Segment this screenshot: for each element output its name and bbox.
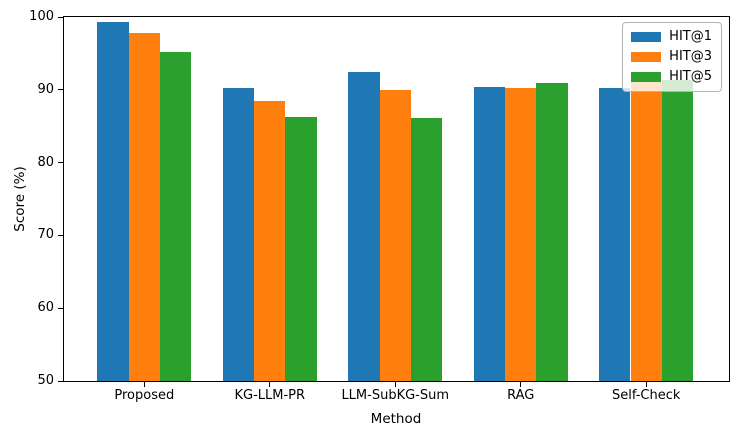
- y-tick-mark: [58, 380, 63, 382]
- x-tick-mark: [520, 382, 522, 387]
- bar-HIT@1-RAG: [473, 86, 506, 381]
- y-tick-label: 80: [37, 154, 54, 170]
- x-tick-mark: [394, 382, 396, 387]
- x-axis-label: Method: [370, 411, 422, 427]
- x-tick-mark: [645, 382, 647, 387]
- y-tick-mark: [58, 307, 63, 309]
- legend-swatch-hit5: [631, 72, 662, 82]
- bar-HIT@3-RAG: [505, 88, 537, 381]
- legend-item-hit3: HIT@3: [631, 48, 712, 66]
- bar-HIT@5-Self-Check: [661, 80, 694, 381]
- legend-label-hit1: HIT@1: [669, 29, 712, 44]
- bar-HIT@3-Proposed: [128, 33, 160, 381]
- y-tick-label: 70: [37, 227, 54, 243]
- legend-item-hit5: HIT@5: [631, 68, 712, 86]
- x-tick-label: Self-Check: [611, 388, 681, 403]
- plot-area: HIT@1 HIT@3 HIT@5: [58, 16, 730, 387]
- y-tick-mark: [58, 234, 63, 236]
- y-tick-mark: [58, 162, 63, 164]
- bar-HIT@1-LLM-SubKG-Sum: [348, 72, 380, 381]
- bar-HIT@5-KG-LLM-PR: [285, 116, 317, 381]
- y-axis-label: Score (%): [12, 166, 28, 232]
- legend-swatch-hit3: [631, 52, 662, 62]
- legend-swatch-hit1: [631, 32, 662, 42]
- x-tick-mark: [143, 382, 145, 387]
- x-tick-mark: [269, 382, 271, 387]
- legend-item-hit1: HIT@1: [631, 28, 712, 46]
- legend-label-hit3: HIT@3: [669, 49, 712, 64]
- bar-HIT@1-Proposed: [97, 22, 129, 381]
- bar-HIT@5-RAG: [536, 82, 568, 381]
- x-tick-label: LLM-SubKG-Sum: [341, 388, 450, 403]
- x-tick-label: RAG: [507, 388, 535, 403]
- bar-HIT@5-Proposed: [159, 51, 192, 381]
- bar-HIT@1-KG-LLM-PR: [222, 87, 255, 381]
- y-tick-label: 90: [37, 81, 54, 97]
- x-tick-label: Proposed: [114, 388, 175, 403]
- bar-HIT@5-LLM-SubKG-Sum: [410, 118, 443, 381]
- legend-label-hit5: HIT@5: [669, 69, 712, 84]
- legend: HIT@1 HIT@3 HIT@5: [622, 22, 722, 92]
- y-tick-mark: [58, 89, 63, 91]
- bar-HIT@3-KG-LLM-PR: [254, 101, 286, 381]
- y-tick-label: 50: [37, 373, 54, 388]
- y-tick-label: 100: [29, 9, 54, 24]
- y-tick-mark: [58, 16, 63, 18]
- bar-HIT@1-Self-Check: [599, 88, 631, 381]
- bar-HIT@3-LLM-SubKG-Sum: [379, 89, 411, 381]
- bar-HIT@3-Self-Check: [630, 81, 662, 381]
- x-tick-label: KG-LLM-PR: [234, 388, 306, 403]
- y-tick-label: 60: [37, 300, 54, 316]
